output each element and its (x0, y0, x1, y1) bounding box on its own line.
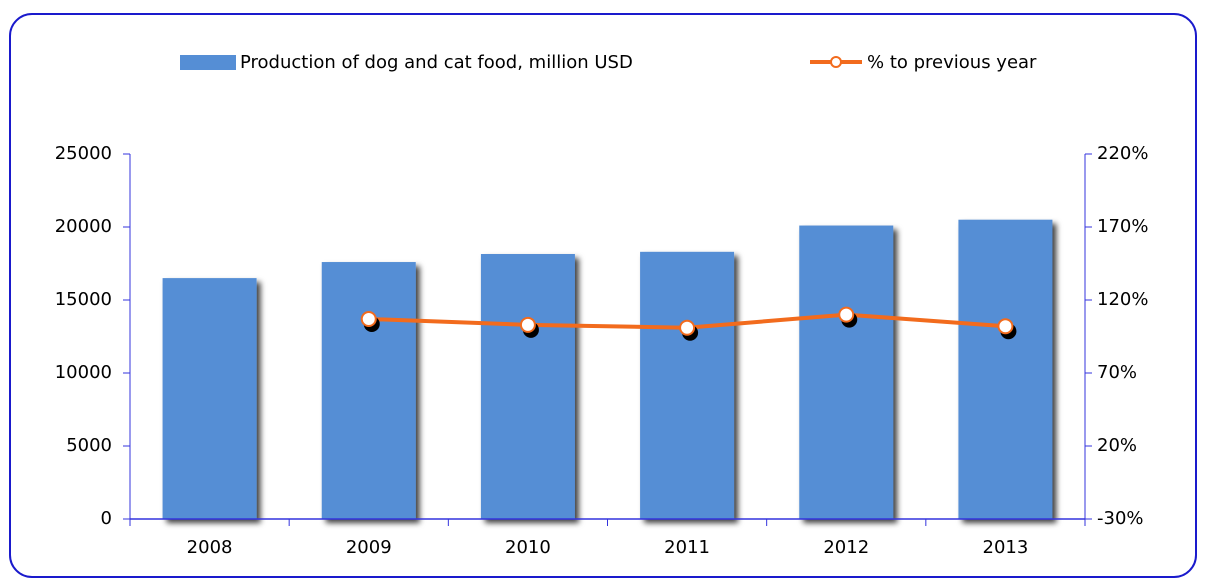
legend-label: % to previous year (867, 52, 1037, 73)
y2-tick-label: 120% (1097, 289, 1148, 310)
x-tick-label: 2011 (664, 537, 710, 558)
y2-tick-label: 20% (1097, 435, 1137, 456)
bar (640, 251, 735, 519)
legend-marker (830, 56, 842, 68)
line-marker (360, 310, 377, 327)
y2-tick-label: 220% (1097, 143, 1148, 164)
bar (799, 225, 894, 520)
y2-tick-label: -30% (1097, 508, 1144, 529)
y2-tick-label: 70% (1097, 362, 1137, 383)
line-marker (679, 319, 696, 336)
x-tick-label: 2013 (983, 537, 1029, 558)
bar (958, 219, 1053, 519)
x-tick-label: 2012 (823, 537, 869, 558)
y2-tick-label: 170% (1097, 216, 1148, 237)
line-marker (519, 316, 536, 333)
y-tick-label: 20000 (55, 216, 112, 237)
x-tick-label: 2008 (187, 537, 233, 558)
y-tick-label: 25000 (55, 143, 112, 164)
line-marker (997, 318, 1014, 335)
line-marker (838, 306, 855, 323)
y-tick-label: 5000 (66, 435, 112, 456)
chart-frame (9, 13, 1197, 578)
bar (162, 278, 257, 519)
y-tick-label: 15000 (55, 289, 112, 310)
legend-label: Production of dog and cat food, million … (240, 52, 633, 73)
y-tick-label: 0 (101, 508, 112, 529)
bar (480, 254, 575, 519)
x-tick-label: 2009 (346, 537, 392, 558)
bar (321, 262, 416, 519)
x-tick-label: 2010 (505, 537, 551, 558)
legend-swatch (180, 55, 236, 70)
y-tick-label: 10000 (55, 362, 112, 383)
